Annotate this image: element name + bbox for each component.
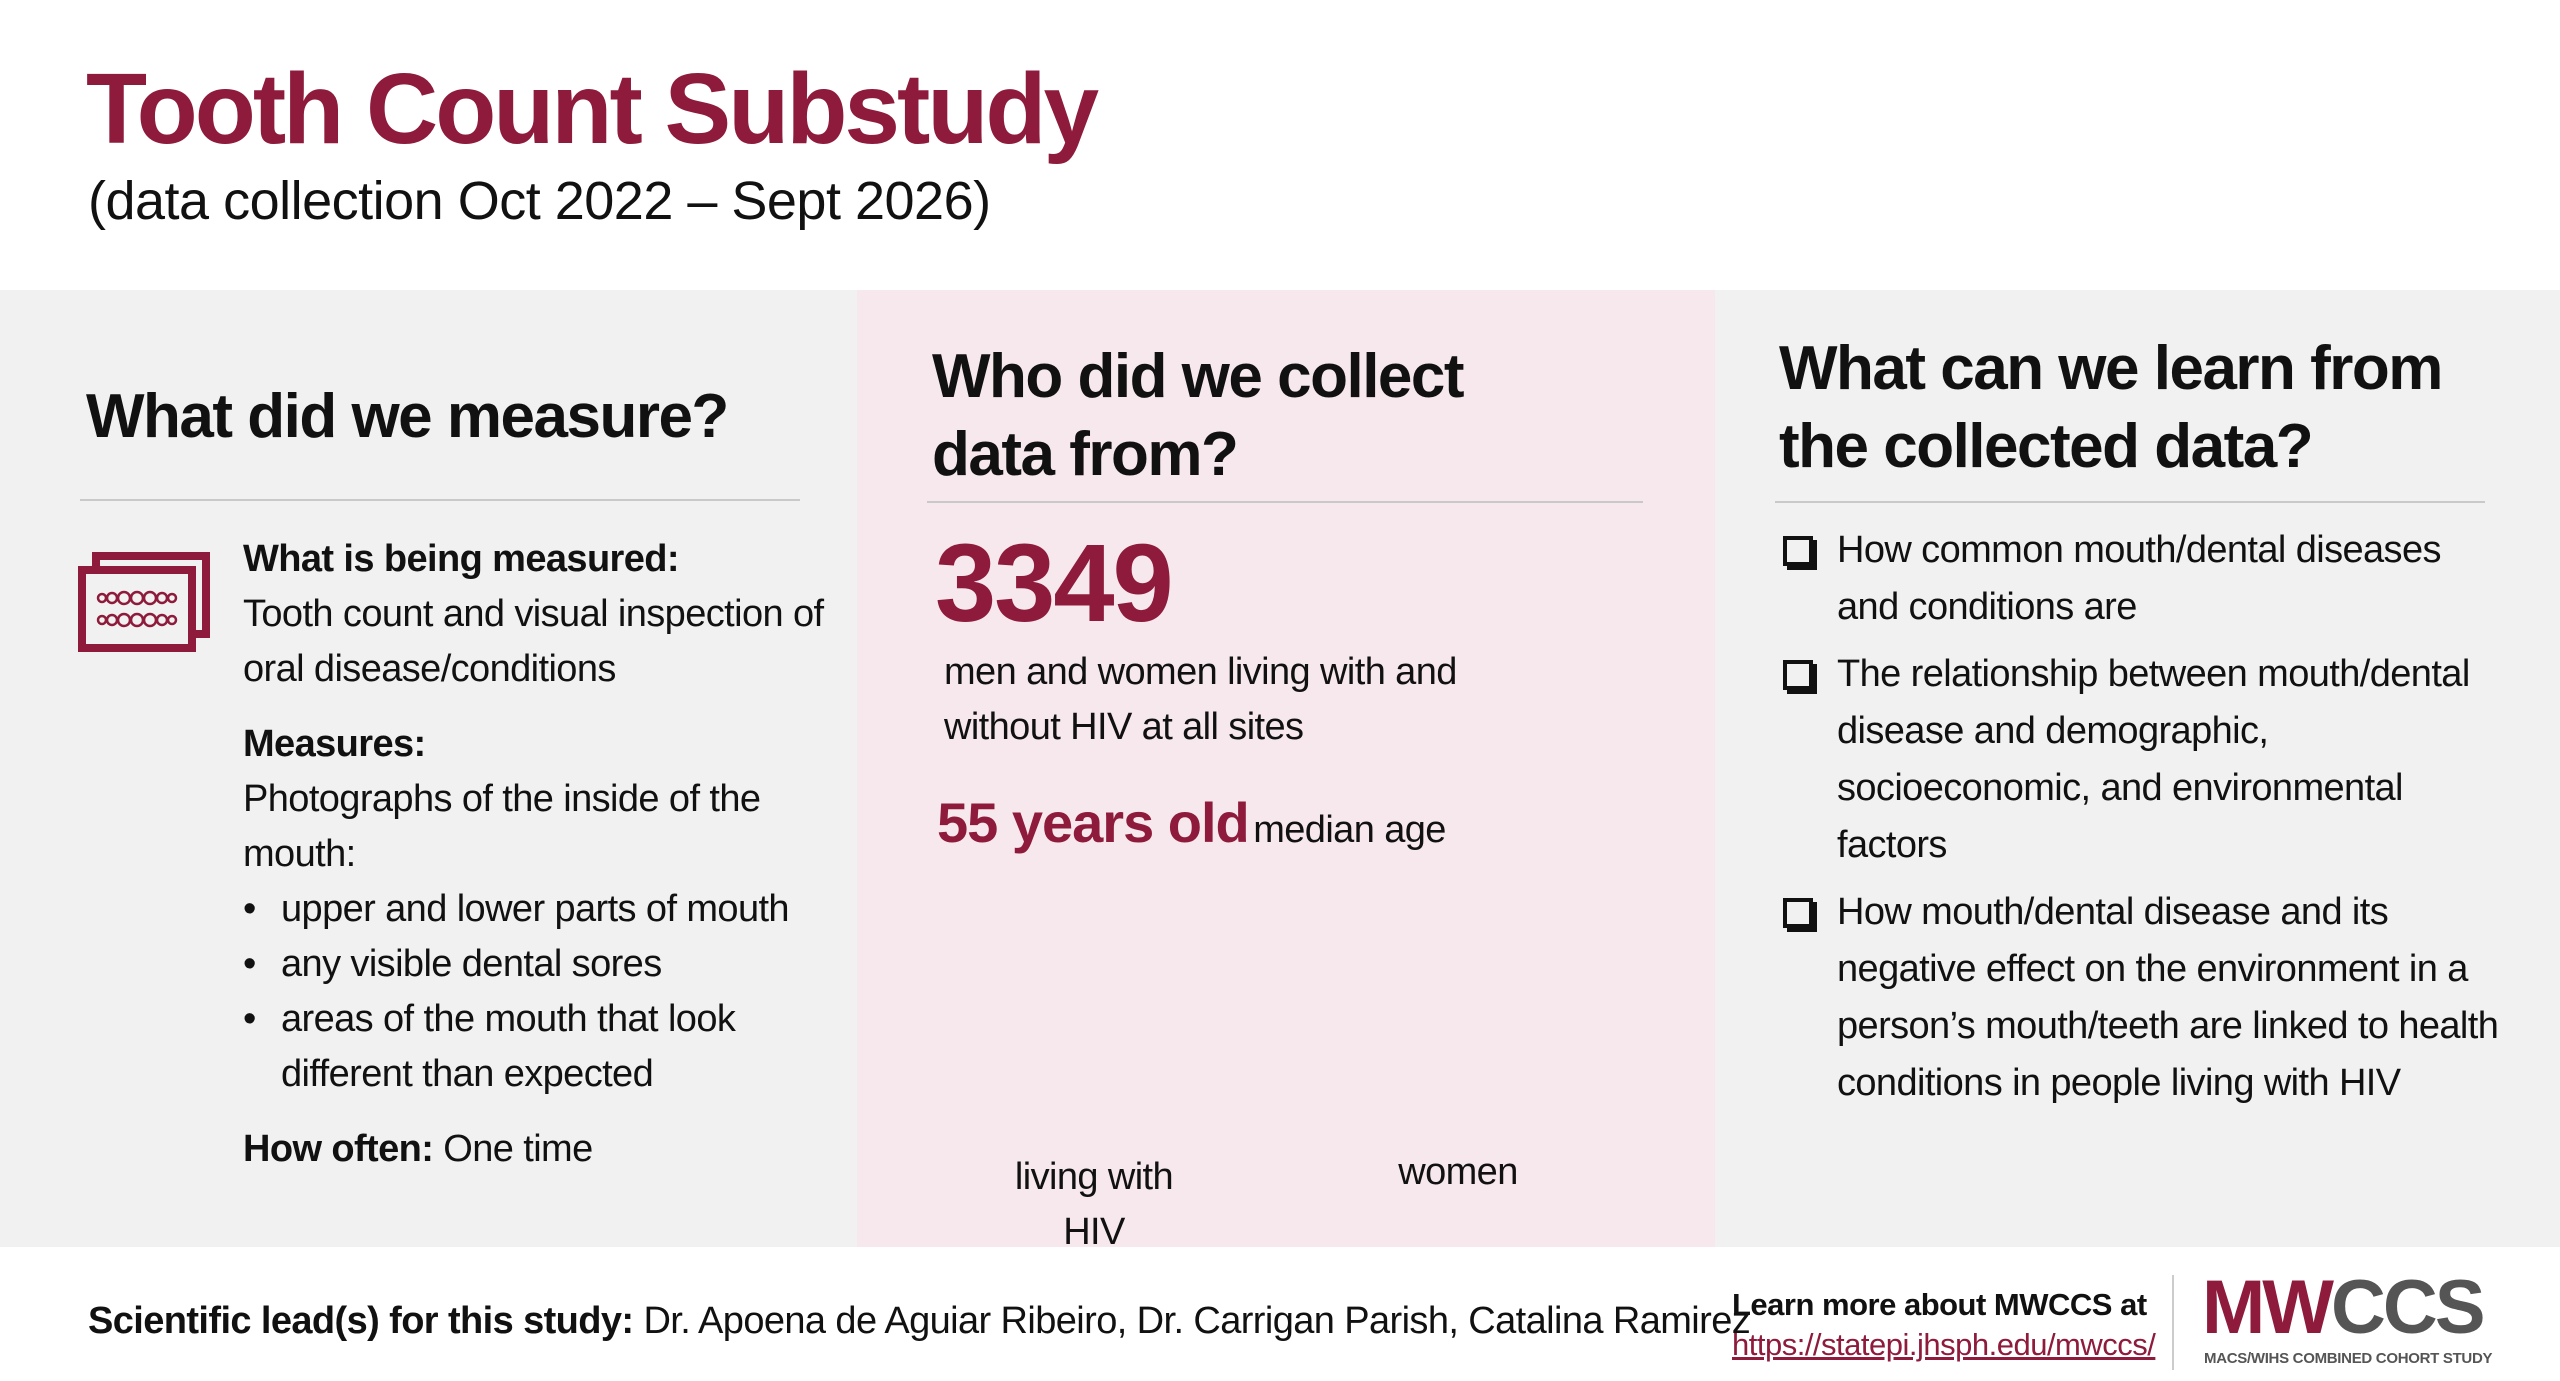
- list-item-text: How mouth/dental disease and its negativ…: [1837, 891, 2499, 1104]
- list-item-text: How common mouth/dental diseases and con…: [1837, 529, 2441, 628]
- page-title: Tooth Count Substudy: [86, 53, 1099, 165]
- list-item: How mouth/dental disease and its negativ…: [1779, 884, 2499, 1112]
- donut-label-hiv: living with HIV: [1014, 1156, 1174, 1253]
- measure-heading: What did we measure?: [86, 382, 729, 451]
- who-heading: Who did we collect data from?: [932, 342, 1465, 489]
- often-value: One time: [443, 1128, 593, 1170]
- divider: [80, 499, 800, 501]
- what-label: What is being measured:: [243, 538, 680, 580]
- teeth-photos-icon: [78, 552, 210, 652]
- lead-label: Scientific lead(s) for this study:: [88, 1300, 634, 1342]
- mwccs-link[interactable]: https://statepi.jhsph.edu/mwccs/: [1732, 1327, 2156, 1362]
- list-item: upper and lower parts of mouth: [243, 882, 833, 937]
- learn-panel: What can we learn from the collected dat…: [1715, 290, 2560, 1247]
- page-subtitle: (data collection Oct 2022 – Sept 2026): [88, 171, 991, 231]
- checkbox-icon: [1783, 536, 1813, 566]
- participant-count: 3349: [935, 522, 1174, 645]
- list-item: How common mouth/dental diseases and con…: [1779, 522, 2499, 636]
- age-label: median age: [1253, 809, 1446, 851]
- list-item-text: The relationship between mouth/dental di…: [1837, 653, 2470, 866]
- measures-text: Photographs of the inside of the mouth:: [243, 778, 761, 875]
- measures-list: upper and lower parts of mouth any visib…: [243, 882, 833, 1102]
- checkbox-icon: [1783, 898, 1813, 928]
- mwccs-logo: MWCCS: [2202, 1265, 2486, 1350]
- list-item: any visible dental sores: [243, 937, 833, 992]
- learn-list: How common mouth/dental diseases and con…: [1779, 522, 2499, 1122]
- scientific-leads: Scientific lead(s) for this study: Dr. A…: [88, 1300, 1751, 1343]
- donut-charts: 65%51%: [857, 870, 1715, 1210]
- who-panel: Who did we collect data from? 3349 men a…: [857, 290, 1715, 1253]
- learn-heading: What can we learn from the collected dat…: [1779, 334, 2443, 481]
- divider: [927, 501, 1643, 503]
- list-item: The relationship between mouth/dental di…: [1779, 646, 2499, 874]
- list-item: areas of the mouth that look different t…: [243, 992, 833, 1102]
- logo-subtitle: MACS/WIHS COMBINED COHORT STUDY: [2204, 1350, 2493, 1367]
- count-text: men and women living with and without HI…: [944, 651, 1457, 748]
- age-value: 55 years old: [937, 791, 1250, 854]
- measure-details: What is being measured: Tooth count and …: [243, 532, 833, 1177]
- donut-label-women: women: [1398, 1151, 1518, 1193]
- learn-more-text: Learn more about MWCCS at: [1732, 1287, 2147, 1322]
- lead-names: Dr. Apoena de Aguiar Ribeiro, Dr. Carrig…: [643, 1300, 1751, 1342]
- divider: [1775, 501, 2485, 503]
- what-text: Tooth count and visual inspection of ora…: [243, 593, 824, 690]
- divider: [2172, 1275, 2174, 1370]
- median-age: 55 years old median age: [937, 790, 1446, 858]
- measures-label: Measures:: [243, 723, 426, 765]
- how-often: How often: One time: [243, 1122, 833, 1177]
- checkbox-icon: [1783, 660, 1813, 690]
- often-label: How often:: [243, 1128, 434, 1170]
- measure-panel: What did we measure? What is being measu…: [0, 290, 857, 1247]
